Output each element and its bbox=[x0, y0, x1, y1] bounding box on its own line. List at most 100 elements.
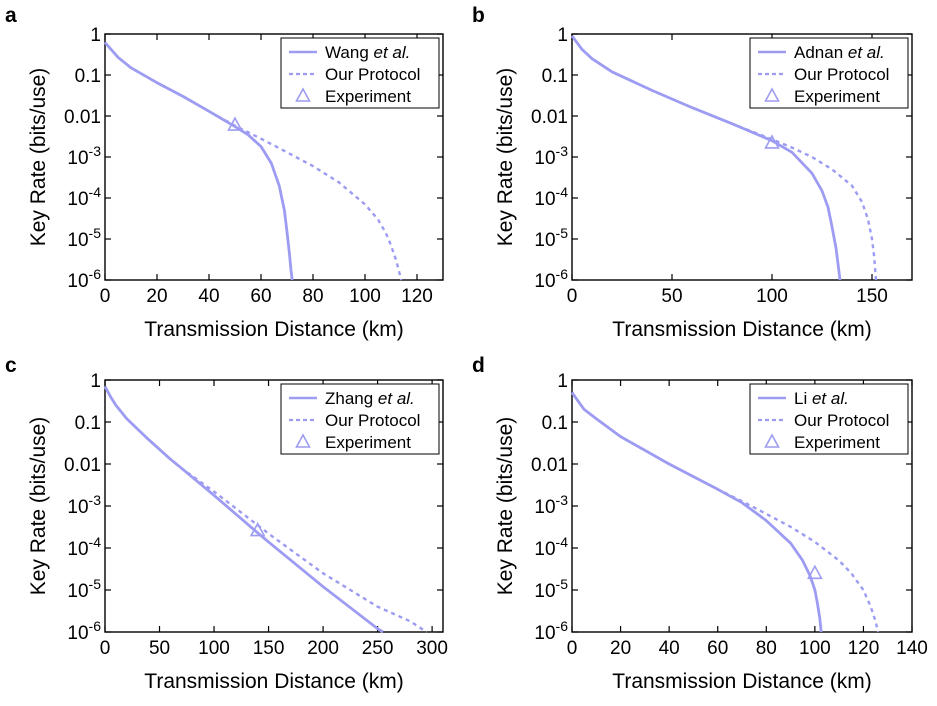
panel-d: d 0 20 40 60 80 100 120 140 1 0.1 0.01 10-3 10-4 10-5 1… bbox=[472, 354, 928, 693]
x-axis-label: Transmission Distance (km) bbox=[612, 670, 871, 693]
panel-c: c 0 50 100 150 200 250 300 1 0.1 0.01 10-3 10-4 10-5 1… bbox=[5, 354, 448, 693]
y-tick-label: 0.01 bbox=[64, 107, 101, 128]
legend: Zhang et al. Our Protocol Experiment bbox=[280, 383, 440, 455]
legend-label: Our Protocol bbox=[794, 65, 889, 84]
panel-label: b bbox=[472, 4, 485, 27]
x-tick-label: 40 bbox=[659, 638, 680, 659]
y-axis-label: Key Rate (bits/use) bbox=[27, 68, 50, 247]
x-tick-label: 100 bbox=[799, 638, 831, 659]
legend-series-name: Our Protocol bbox=[794, 411, 889, 430]
x-tick-label: 100 bbox=[349, 286, 381, 307]
y-tick-label: 10-3 bbox=[534, 143, 568, 169]
x-tick-label: 120 bbox=[848, 638, 880, 659]
y-tick-label: 1 bbox=[90, 25, 101, 46]
y-tick-label: 10-6 bbox=[534, 266, 568, 292]
legend-label: Li et al. bbox=[794, 389, 849, 408]
legend-label: Experiment bbox=[325, 87, 411, 106]
x-tick-label: 100 bbox=[756, 286, 788, 307]
y-tick-label: 10-6 bbox=[67, 618, 101, 644]
our-protocol-line bbox=[571, 35, 878, 281]
x-tick-label: 150 bbox=[253, 638, 285, 659]
plot-area bbox=[103, 385, 428, 634]
x-tick-label: 50 bbox=[661, 286, 682, 307]
legend-marker-icon bbox=[764, 433, 780, 448]
experiment-marker bbox=[807, 564, 823, 580]
legend-series-name: Experiment bbox=[794, 87, 880, 106]
reference-line bbox=[570, 391, 823, 633]
y-tick-label: 0.1 bbox=[75, 66, 101, 87]
y-tick-label: 10-5 bbox=[67, 576, 101, 602]
legend-series-name: Our Protocol bbox=[794, 65, 889, 84]
x-tick-label: 20 bbox=[146, 286, 167, 307]
our-protocol-line bbox=[103, 385, 428, 634]
y-tick-label: 10-4 bbox=[534, 184, 568, 210]
legend-series-name: Experiment bbox=[325, 433, 411, 452]
x-tick-label: 20 bbox=[610, 638, 631, 659]
x-tick-label: 50 bbox=[149, 638, 170, 659]
legend-marker-icon bbox=[295, 433, 311, 448]
legend-series-suffix: et al. bbox=[369, 43, 411, 62]
y-tick-label: 1 bbox=[557, 25, 568, 46]
y-axis-label: Key Rate (bits/use) bbox=[27, 417, 50, 596]
legend-label: Adnan et al. bbox=[794, 43, 885, 62]
legend-series-name: Adnan bbox=[794, 43, 843, 62]
y-tick-label: 10-6 bbox=[67, 266, 101, 292]
y-tick-label: 10-4 bbox=[67, 184, 101, 210]
legend-series-suffix: et al. bbox=[843, 43, 885, 62]
x-tick-label: 300 bbox=[416, 638, 448, 659]
x-tick-label: 0 bbox=[100, 286, 111, 307]
legend-series-name: Our Protocol bbox=[325, 411, 420, 430]
y-tick-label: 0.1 bbox=[542, 413, 568, 434]
reference-line bbox=[103, 41, 294, 281]
legend-series-suffix: et al. bbox=[807, 389, 849, 408]
legend: Adnan et al. Our Protocol Experiment bbox=[749, 37, 909, 109]
plot-area bbox=[103, 41, 403, 281]
legend-label: Our Protocol bbox=[325, 65, 420, 84]
panel-a: a 0 20 40 60 80 100 120 1 0.1 0.01 10-3 10-4 10-5 10-6… bbox=[5, 4, 444, 341]
experiment-marker bbox=[764, 134, 780, 149]
x-tick-label: 200 bbox=[307, 638, 339, 659]
legend: Li et al. Our Protocol Experiment bbox=[749, 383, 909, 455]
x-axis-label: Transmission Distance (km) bbox=[144, 318, 403, 341]
legend-marker-icon bbox=[295, 87, 311, 102]
x-tick-label: 80 bbox=[302, 286, 323, 307]
y-tick-label: 10-4 bbox=[534, 534, 568, 560]
legend-label: Zhang et al. bbox=[325, 389, 415, 408]
x-axis-label: Transmission Distance (km) bbox=[144, 670, 403, 693]
x-tick-label: 60 bbox=[250, 286, 271, 307]
legend-label: Wang et al. bbox=[325, 43, 410, 62]
x-tick-label: 60 bbox=[707, 638, 728, 659]
legend-label: Experiment bbox=[794, 87, 880, 106]
x-tick-label: 40 bbox=[198, 286, 219, 307]
x-tick-label: 150 bbox=[856, 286, 888, 307]
panel-b: b 0 50 100 150 1 0.1 0.01 10-3 10-4 10-5 10-6 Transm… bbox=[472, 4, 913, 341]
y-tick-label: 10-4 bbox=[67, 534, 101, 560]
x-axis-label: Transmission Distance (km) bbox=[612, 318, 871, 341]
legend-series-name: Li bbox=[794, 389, 807, 408]
y-tick-label: 10-5 bbox=[67, 225, 101, 251]
our-protocol-line bbox=[571, 391, 880, 633]
experiment-marker bbox=[249, 521, 266, 537]
y-tick-label: 10-3 bbox=[67, 492, 101, 518]
plot-area bbox=[570, 35, 878, 281]
x-tick-label: 100 bbox=[198, 638, 230, 659]
y-tick-label: 0.01 bbox=[531, 455, 568, 476]
legend-series-name: Experiment bbox=[325, 87, 411, 106]
legend: Wang et al. Our Protocol Experiment bbox=[280, 37, 440, 109]
panel-label: a bbox=[5, 4, 17, 27]
legend-series-name: Our Protocol bbox=[325, 65, 420, 84]
legend-label: Experiment bbox=[794, 433, 880, 452]
x-tick-label: 0 bbox=[567, 638, 578, 659]
y-axis-label: Key Rate (bits/use) bbox=[494, 417, 517, 596]
y-tick-label: 1 bbox=[90, 371, 101, 392]
x-tick-label: 250 bbox=[362, 638, 394, 659]
y-tick-label: 1 bbox=[557, 371, 568, 392]
y-tick-label: 0.01 bbox=[531, 107, 568, 128]
panel-label: c bbox=[5, 354, 17, 377]
x-tick-label: 140 bbox=[896, 638, 928, 659]
y-tick-label: 10-3 bbox=[67, 143, 101, 169]
legend-series-suffix: et al. bbox=[373, 389, 415, 408]
y-tick-label: 10-5 bbox=[534, 225, 568, 251]
y-axis-label: Key Rate (bits/use) bbox=[494, 68, 517, 247]
